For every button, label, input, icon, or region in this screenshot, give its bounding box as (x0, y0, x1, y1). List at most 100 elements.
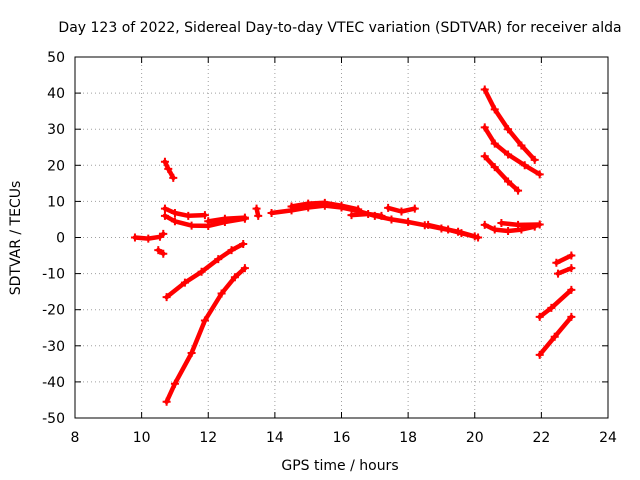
data-point (170, 217, 179, 226)
data-point (239, 239, 248, 248)
series-arc-20 (537, 287, 574, 320)
data-point (490, 105, 499, 114)
data-point (547, 303, 556, 312)
y-axis-label: SDTVAR / TECUs (8, 181, 24, 296)
data-point (217, 289, 226, 298)
data-point (490, 139, 499, 148)
data-point (424, 220, 433, 229)
series-arc-1 (132, 231, 166, 241)
data-point (474, 233, 483, 242)
data-point (304, 199, 313, 208)
data-point (287, 202, 296, 211)
data-point (197, 267, 206, 276)
data-point (162, 397, 171, 406)
data-point (230, 273, 239, 282)
chart-title: Day 123 of 2022, Sidereal Day-to-day VTE… (58, 20, 621, 36)
x-tick-label: 22 (532, 430, 550, 446)
data-point (159, 249, 168, 258)
data-point (404, 217, 413, 226)
data-point (554, 269, 563, 278)
data-point (220, 214, 229, 223)
data-point (200, 211, 209, 220)
data-point (384, 203, 393, 212)
data-point (480, 123, 489, 132)
data-point (457, 229, 466, 238)
data-point (567, 251, 576, 260)
data-point (170, 379, 179, 388)
axis-ticks: 8 10 12 14 16 18 20 22 24 -50 -40 -30 -20 -10 0 10 20 30 4… (42, 50, 617, 446)
x-tick-label: 10 (133, 430, 151, 446)
data-point (444, 225, 453, 234)
data-point (497, 219, 506, 228)
data-point (187, 221, 196, 230)
y-tick-label: 0 (56, 231, 65, 247)
x-tick-label: 20 (466, 430, 484, 446)
data-point (160, 211, 169, 220)
series-arc-6 (164, 241, 246, 300)
data-point (550, 332, 559, 341)
data-point (490, 225, 499, 234)
data-point (504, 177, 513, 186)
data-point (169, 173, 178, 182)
data-point (387, 215, 396, 224)
data-point (320, 198, 329, 207)
data-point (490, 163, 499, 172)
data-traces (130, 85, 576, 406)
data-point (214, 255, 223, 264)
x-tick-label: 24 (599, 430, 617, 446)
data-point (154, 246, 163, 255)
y-tick-label: -40 (42, 375, 65, 391)
series-arc-14 (425, 222, 481, 240)
data-point (200, 316, 209, 325)
data-point (410, 204, 419, 213)
data-point (520, 161, 529, 170)
data-point (504, 150, 513, 159)
data-point (377, 211, 386, 220)
series-arc-17 (482, 154, 521, 193)
data-point (567, 264, 576, 273)
data-point (267, 208, 276, 217)
data-point (535, 350, 544, 359)
data-point (354, 205, 363, 214)
x-axis-label: GPS time / hours (281, 458, 398, 474)
x-tick-label: 16 (333, 430, 351, 446)
data-point (184, 211, 193, 220)
series-arc-15 (482, 87, 537, 163)
y-tick-label: -10 (42, 267, 65, 283)
y-tick-label: -20 (42, 303, 65, 319)
series-arc-10 (269, 203, 478, 239)
data-point (397, 207, 406, 216)
data-point (240, 264, 249, 273)
y-tick-label: -50 (42, 411, 65, 427)
data-point (567, 285, 576, 294)
data-point (159, 229, 168, 238)
data-point (240, 213, 249, 222)
data-point (530, 155, 539, 164)
data-point (567, 312, 576, 321)
data-point (514, 220, 523, 229)
series-arc-22 (554, 253, 574, 266)
data-point (204, 217, 213, 226)
data-point (517, 141, 526, 150)
data-point (514, 186, 523, 195)
data-point (162, 293, 171, 302)
data-point (504, 227, 513, 236)
data-point (227, 246, 236, 255)
data-point (337, 201, 346, 210)
y-tick-label: 50 (47, 50, 65, 66)
data-point (535, 312, 544, 321)
data-point (552, 258, 561, 267)
data-point (480, 85, 489, 94)
data-point (187, 349, 196, 358)
series-arc-4 (162, 206, 208, 219)
y-tick-label: 10 (47, 194, 65, 210)
data-point (364, 210, 373, 219)
data-point (144, 234, 153, 243)
data-point (170, 208, 179, 217)
x-tick-label: 8 (71, 430, 80, 446)
data-point (180, 278, 189, 287)
x-tick-label: 12 (199, 430, 217, 446)
data-point (504, 125, 513, 134)
data-point (254, 211, 263, 220)
data-point (480, 220, 489, 229)
